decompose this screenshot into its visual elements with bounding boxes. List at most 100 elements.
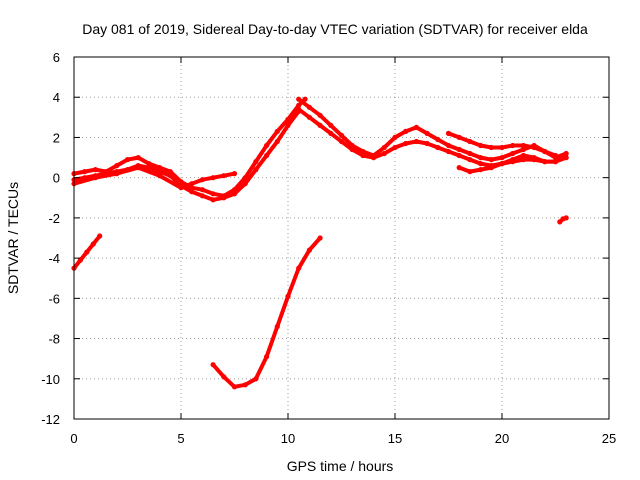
- data-point: [124, 157, 131, 163]
- data-point: [167, 169, 173, 175]
- data-point: [221, 173, 227, 179]
- data-point: [242, 181, 248, 187]
- series-track-10: [557, 215, 569, 225]
- data-point: [381, 150, 387, 157]
- data-point: [499, 161, 505, 167]
- x-axis-label: GPS time / hours: [287, 458, 394, 474]
- chart-title: Day 081 of 2019, Sidereal Day-to-day VTE…: [82, 21, 588, 37]
- data-point: [499, 155, 505, 161]
- data-point: [221, 195, 227, 201]
- data-point: [296, 96, 302, 102]
- x-tick-label: 0: [70, 431, 77, 446]
- data-point: [199, 193, 205, 199]
- data-point: [467, 138, 473, 145]
- data-point: [253, 376, 259, 382]
- data-point: [542, 159, 548, 165]
- data-point: [467, 157, 473, 163]
- tick-layer: 0 5 10 15 20 25 -12 -10 -8 -6 -4 -2 0 2 4 6: [41, 50, 616, 446]
- x-tick-label: 10: [281, 431, 295, 446]
- series-track-6: [445, 130, 559, 159]
- series-layer: [71, 96, 569, 390]
- data-point: [231, 171, 238, 177]
- data-point: [435, 144, 441, 151]
- data-point: [403, 140, 409, 147]
- data-point: [531, 144, 537, 151]
- data-point: [90, 241, 96, 247]
- data-point: [285, 122, 291, 128]
- y-tick-label: 0: [53, 171, 60, 186]
- data-point: [456, 134, 462, 140]
- data-point: [317, 112, 323, 118]
- data-point: [199, 177, 205, 183]
- data-point: [413, 124, 419, 130]
- data-point: [317, 235, 323, 241]
- data-point: [210, 362, 216, 368]
- data-point: [349, 146, 355, 153]
- data-point: [296, 106, 302, 112]
- data-point: [563, 215, 569, 221]
- data-point: [146, 165, 152, 171]
- data-point: [296, 102, 302, 108]
- data-point: [520, 157, 527, 163]
- data-point: [456, 165, 462, 171]
- data-point: [264, 142, 270, 149]
- data-point: [210, 197, 216, 203]
- data-point: [167, 173, 173, 179]
- data-point: [520, 142, 527, 149]
- data-point: [328, 122, 334, 128]
- y-tick-label: -2: [48, 211, 60, 226]
- data-point: [552, 152, 559, 159]
- data-point: [338, 138, 345, 145]
- data-point: [371, 155, 377, 161]
- y-tick-label: 6: [53, 50, 60, 65]
- data-point: [92, 175, 98, 181]
- data-point: [467, 150, 473, 157]
- plot-frame: [73, 56, 610, 420]
- data-point: [285, 293, 291, 299]
- data-point: [403, 128, 409, 134]
- data-point: [231, 191, 238, 197]
- data-point: [157, 165, 163, 171]
- data-point: [381, 144, 387, 151]
- series-track-9: [210, 235, 323, 390]
- data-point: [563, 150, 569, 157]
- data-point: [97, 233, 103, 239]
- data-point: [178, 185, 184, 191]
- y-tick-label: -8: [48, 332, 60, 347]
- data-point: [296, 265, 302, 271]
- data-point: [510, 150, 516, 157]
- y-tick-label: 4: [53, 90, 60, 105]
- data-point: [264, 354, 270, 360]
- data-point: [92, 167, 98, 173]
- data-point: [424, 140, 430, 147]
- data-point: [306, 247, 312, 253]
- data-point: [84, 249, 90, 255]
- data-point: [520, 146, 527, 153]
- y-tick-label: -10: [41, 372, 60, 387]
- data-point: [392, 134, 398, 140]
- data-point: [478, 155, 484, 161]
- y-tick-label: -4: [48, 251, 60, 266]
- data-point: [478, 161, 484, 167]
- data-point: [456, 146, 462, 153]
- data-point: [542, 148, 548, 155]
- data-point: [189, 181, 195, 187]
- x-tick-label: 15: [388, 431, 402, 446]
- data-point: [478, 142, 484, 149]
- data-point: [274, 138, 280, 145]
- series-line: [457, 157, 558, 174]
- data-point: [413, 138, 419, 145]
- data-point: [274, 128, 280, 134]
- data-point: [221, 374, 227, 380]
- data-point: [510, 159, 516, 165]
- data-point: [306, 104, 312, 110]
- data-point: [445, 142, 452, 149]
- data-point: [189, 189, 195, 195]
- data-point: [520, 152, 527, 159]
- data-point: [488, 157, 494, 163]
- data-point: [488, 144, 494, 151]
- data-point: [360, 152, 366, 159]
- data-point: [478, 167, 484, 173]
- data-point: [253, 167, 259, 173]
